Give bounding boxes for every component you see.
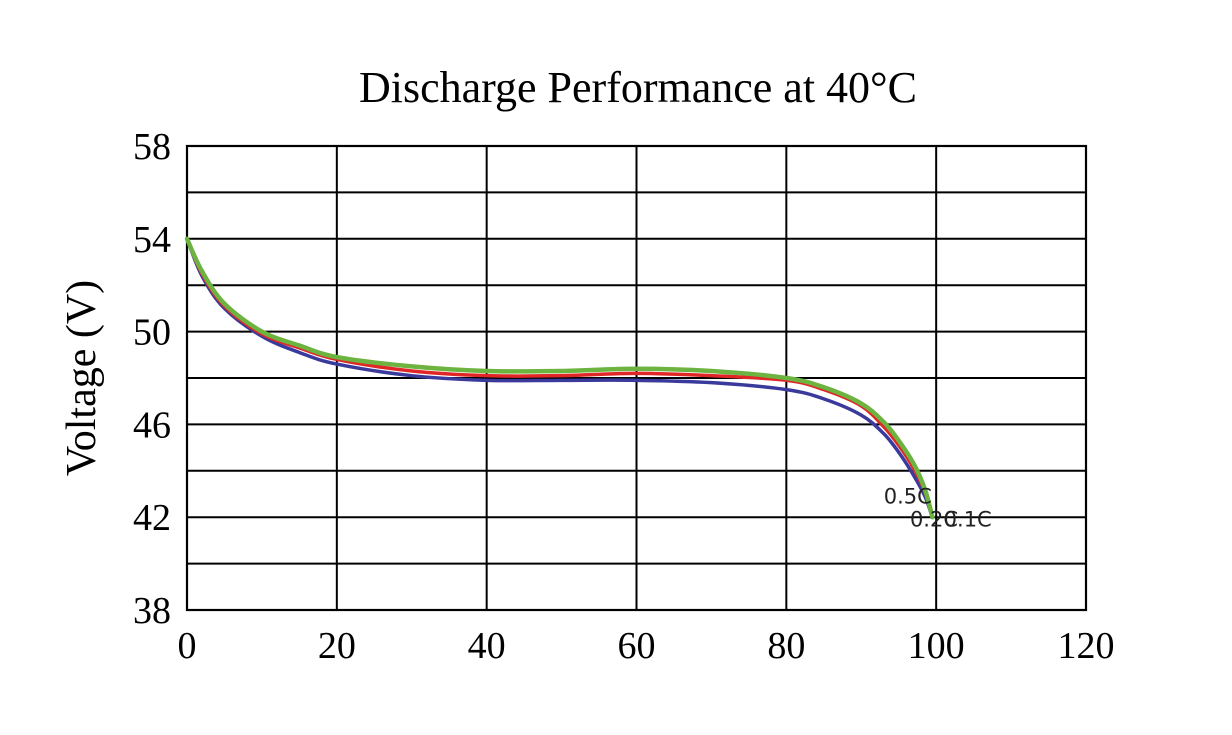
grid-layer — [185, 144, 1088, 612]
y-tick-label: 50 — [133, 312, 171, 354]
series-annotation: 0.5C — [884, 484, 932, 508]
x-tick-label: 0 — [178, 625, 197, 667]
y-axis-label: Voltage (V) — [59, 280, 105, 476]
y-tick-label: 42 — [133, 497, 171, 539]
series-annotation: 0.2C — [910, 507, 958, 531]
y-tick-label: 58 — [133, 126, 171, 168]
annotation-layer: 0.5C0.2C0.1C — [884, 484, 992, 531]
x-tick-label: 40 — [468, 625, 506, 667]
series-layer — [184, 236, 935, 520]
y-tick-label: 38 — [133, 590, 171, 632]
chart-title: Discharge Performance at 40°C — [359, 63, 917, 112]
x-tick-label: 100 — [908, 625, 965, 667]
series-line-0-5c — [185, 237, 935, 519]
series-annotation: 0.1C — [944, 507, 992, 531]
series-line-0-1c — [184, 236, 935, 520]
x-tick-label: 20 — [318, 625, 356, 667]
x-tick-label: 80 — [767, 625, 805, 667]
tick-layer: 0 20 40 60 80 100 120 58 54 50 46 42 38 — [133, 126, 1115, 667]
y-tick-label: 54 — [133, 219, 171, 261]
x-tick-label: 120 — [1058, 625, 1115, 667]
x-tick-label: 60 — [618, 625, 656, 667]
plot-frame — [185, 144, 1088, 612]
y-tick-label: 46 — [133, 404, 171, 446]
